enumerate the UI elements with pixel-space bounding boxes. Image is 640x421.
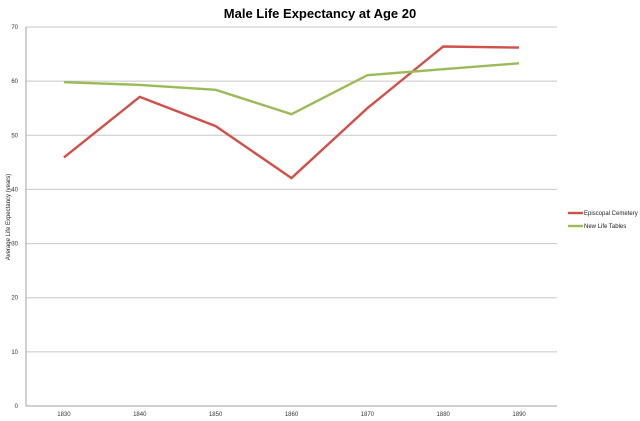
- y-tick-label: 0: [15, 404, 19, 410]
- y-tick-label: 70: [11, 25, 18, 31]
- x-tick-label: 1840: [133, 412, 147, 418]
- y-tick-label: 50: [11, 133, 18, 139]
- chart-title: Male Life Expectancy at Age 20: [223, 6, 417, 21]
- axes: [25, 27, 557, 407]
- legend: Episcopal Cemetery New Life Tables: [568, 211, 638, 230]
- x-tick-label: 1880: [437, 412, 451, 418]
- legend-label: Episcopal Cemetery: [584, 211, 638, 217]
- legend-label: New Life Tables: [584, 224, 626, 230]
- y-tick-label: 30: [11, 242, 18, 248]
- series-lines: [63, 45, 520, 180]
- series-line-new-life-tables: [63, 62, 520, 116]
- y-axis-title: Average Life Expectancy (years): [6, 174, 12, 261]
- y-tick-label: 60: [11, 79, 18, 85]
- y-tick-label: 10: [11, 350, 18, 356]
- gridlines: [26, 26, 557, 353]
- x-tick-label: 1870: [361, 412, 375, 418]
- x-axis-ticks: 1830 1840 1850 1860 1870 1880 1890: [57, 412, 526, 418]
- y-axis-ticks: 0 10 20 30 40 50 60 70: [11, 25, 18, 410]
- x-tick-label: 1830: [57, 412, 71, 418]
- y-tick-label: 40: [11, 187, 18, 193]
- x-tick-label: 1860: [285, 412, 299, 418]
- y-tick-label: 20: [11, 296, 18, 302]
- series-line-episcopal-cemetery: [63, 45, 520, 180]
- x-tick-label: 1850: [209, 412, 223, 418]
- x-tick-label: 1890: [512, 412, 526, 418]
